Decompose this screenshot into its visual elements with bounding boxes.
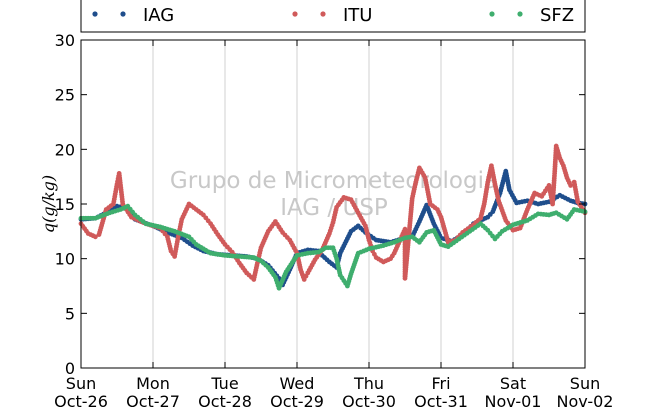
x-tick-label-date: Nov-02 — [557, 392, 614, 409]
y-tick-label: 15 — [55, 195, 75, 214]
data-point — [93, 234, 98, 240]
legend-marker — [92, 11, 98, 17]
watermark-line-1: Grupo de Micrometeorologia — [170, 168, 498, 194]
legend-marker — [320, 11, 326, 17]
y-tick-label: 0 — [65, 359, 75, 378]
data-point — [568, 183, 573, 188]
x-tick-label-day: Wed — [280, 374, 315, 393]
x-tick-label-date: Oct-27 — [126, 392, 180, 409]
legend: IAG ITU SFZ — [80, 0, 586, 33]
x-tick-label-day: Sat — [500, 374, 526, 393]
series-sfz — [78, 203, 588, 291]
x-tick-label-day: Tue — [210, 374, 238, 393]
y-tick-label: 5 — [65, 304, 75, 323]
y-tick-label: 10 — [55, 250, 75, 269]
x-tick-label-date: Oct-29 — [270, 392, 324, 409]
x-tick-label-date: Nov-01 — [485, 392, 542, 409]
legend-marker — [489, 11, 495, 17]
legend-label: SFZ — [540, 5, 574, 26]
legend-marker — [292, 11, 298, 17]
legend-label: IAG — [143, 5, 174, 26]
x-tick-label-date: Oct-26 — [54, 392, 108, 409]
y-axis-label: q(g/kg) — [39, 175, 58, 233]
x-tick-label-date: Oct-28 — [198, 392, 252, 409]
x-tick-label-day: Sun — [570, 374, 600, 393]
legend-marker — [120, 11, 126, 17]
x-tick-label-date: Oct-31 — [414, 392, 468, 409]
y-axis: 0 5 10 15 20 25 30 — [55, 31, 585, 378]
legend-marker — [517, 11, 523, 17]
legend-label: ITU — [343, 5, 372, 26]
y-tick-label: 30 — [55, 31, 75, 50]
x-tick-label-day: Sun — [66, 374, 96, 393]
x-axis: SunOct-26MonOct-27TueOct-28WedOct-29ThuO… — [54, 40, 613, 409]
y-tick-label: 25 — [55, 86, 75, 105]
y-tick-label: 20 — [55, 140, 75, 159]
x-tick-label-date: Oct-30 — [342, 392, 396, 409]
x-tick-label-day: Mon — [136, 374, 170, 393]
grid-lines — [152, 40, 514, 368]
series-layer — [78, 143, 588, 291]
watermark: Grupo de Micrometeorologia IAG / USP — [170, 168, 498, 221]
x-tick-label-day: Thu — [353, 374, 384, 393]
legend-box — [80, 0, 586, 33]
x-tick-label-day: Fri — [431, 374, 450, 393]
